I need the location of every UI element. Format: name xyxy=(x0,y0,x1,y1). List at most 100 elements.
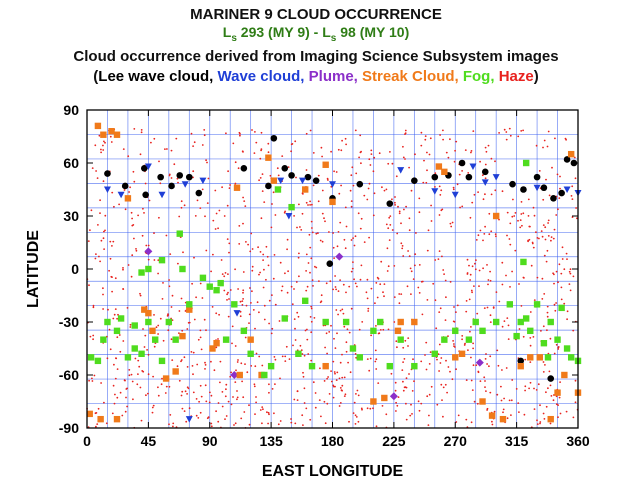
haze-point xyxy=(229,375,232,378)
fog-point xyxy=(517,318,524,326)
haze-point xyxy=(113,205,115,208)
haze-point xyxy=(456,304,459,307)
haze-point xyxy=(285,345,288,348)
haze-point xyxy=(566,258,568,260)
haze-point xyxy=(237,359,239,361)
haze-point xyxy=(170,149,173,152)
haze-point xyxy=(418,292,421,294)
haze-point xyxy=(432,282,435,285)
haze-point xyxy=(540,330,542,332)
haze-point xyxy=(267,264,270,267)
haze-point xyxy=(302,193,304,195)
haze-point xyxy=(313,317,316,319)
haze-point xyxy=(221,273,224,275)
haze-point xyxy=(507,338,510,340)
haze-point xyxy=(188,407,191,410)
haze-point xyxy=(97,407,100,410)
fog-point xyxy=(104,318,111,326)
haze-point xyxy=(408,229,411,232)
haze-point xyxy=(146,349,149,351)
haze-point xyxy=(337,231,340,233)
haze-point xyxy=(183,410,186,412)
haze-point xyxy=(406,285,409,288)
haze-point xyxy=(354,414,357,417)
haze-point xyxy=(139,153,142,156)
haze-point xyxy=(249,287,251,289)
y-tick-label: -30 xyxy=(59,314,79,330)
lee-wave-cloud-point xyxy=(185,173,193,181)
haze-point xyxy=(102,293,104,296)
haze-point xyxy=(263,268,265,271)
haze-point xyxy=(370,334,372,337)
streak-cloud-point xyxy=(397,318,404,326)
haze-point xyxy=(133,180,136,183)
haze-point xyxy=(200,395,203,398)
streak-cloud-point xyxy=(458,350,466,357)
haze-point xyxy=(561,246,564,249)
haze-point xyxy=(511,379,514,381)
haze-point xyxy=(142,370,145,373)
haze-point xyxy=(454,149,456,152)
fog-point xyxy=(267,362,275,370)
haze-point xyxy=(122,340,125,342)
haze-point xyxy=(166,148,168,150)
haze-point xyxy=(496,349,499,352)
haze-point xyxy=(180,394,183,397)
haze-point xyxy=(255,401,257,404)
fog-point xyxy=(179,265,186,273)
haze-point xyxy=(234,268,237,271)
haze-point xyxy=(137,359,140,362)
haze-point xyxy=(148,199,151,202)
haze-point xyxy=(112,384,115,387)
haze-point xyxy=(239,300,242,303)
haze-point xyxy=(425,181,428,184)
haze-point xyxy=(360,264,363,267)
haze-point xyxy=(153,137,156,140)
haze-point xyxy=(293,398,296,401)
haze-point xyxy=(495,291,498,293)
haze-point xyxy=(539,422,541,425)
streak-cloud-point xyxy=(488,412,496,419)
fog-point xyxy=(452,327,459,335)
haze-point xyxy=(185,420,188,423)
haze-point xyxy=(147,258,150,261)
haze-point xyxy=(296,390,299,393)
haze-point xyxy=(374,360,377,363)
streak-cloud-point xyxy=(492,212,500,220)
haze-point xyxy=(470,421,473,424)
haze-point xyxy=(569,268,572,271)
chart-subtitle: Ls 293 (MY 9) - Ls 98 (MY 10) xyxy=(0,24,632,44)
haze-point xyxy=(114,377,117,380)
haze-point xyxy=(199,384,202,387)
haze-point xyxy=(434,186,436,188)
haze-point xyxy=(439,307,442,310)
haze-point xyxy=(102,180,105,183)
haze-point xyxy=(484,225,486,228)
haze-point xyxy=(115,357,117,360)
fog-point xyxy=(217,279,224,287)
wave-cloud-point xyxy=(285,213,293,220)
haze-point xyxy=(268,391,270,394)
haze-point xyxy=(236,396,239,399)
haze-point xyxy=(319,301,322,304)
haze-point xyxy=(92,306,95,309)
haze-point xyxy=(510,414,512,416)
haze-point xyxy=(315,266,318,269)
haze-point xyxy=(477,191,479,194)
y-axis-label: LATITUDE xyxy=(25,230,42,308)
haze-point xyxy=(224,272,227,274)
haze-point xyxy=(464,342,466,345)
haze-point xyxy=(517,402,520,404)
haze-point xyxy=(366,407,369,410)
haze-point xyxy=(268,383,270,386)
haze-point xyxy=(501,261,504,264)
haze-point xyxy=(273,356,276,358)
haze-point xyxy=(267,411,270,414)
haze-point xyxy=(397,396,400,398)
haze-point xyxy=(484,358,487,360)
haze-point xyxy=(122,288,125,290)
haze-point xyxy=(442,415,444,418)
fog-point xyxy=(199,274,207,282)
haze-point xyxy=(542,198,545,201)
haze-point xyxy=(204,384,207,387)
